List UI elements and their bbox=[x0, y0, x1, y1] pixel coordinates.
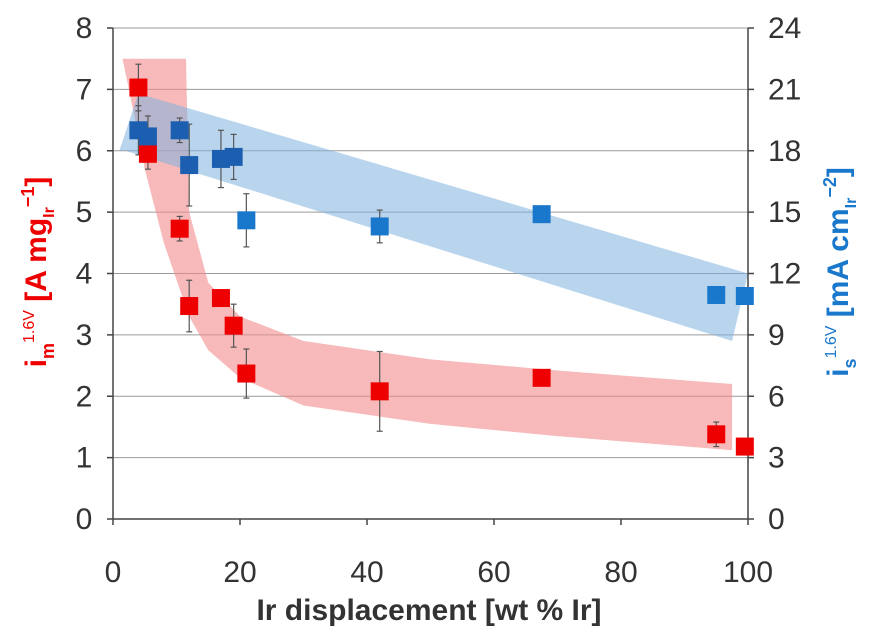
data-point-right bbox=[707, 285, 726, 304]
y-right-tick-label: 15 bbox=[768, 196, 801, 229]
y-right-sub: s bbox=[840, 359, 860, 369]
data-point-right bbox=[170, 121, 189, 140]
x-tick-label: 100 bbox=[723, 556, 773, 589]
data-point-right bbox=[180, 156, 199, 175]
x-axis-label: Ir displacement [wt % Ir] bbox=[256, 594, 601, 627]
data-point-left bbox=[707, 425, 726, 444]
y-left-tick-label: 7 bbox=[76, 73, 93, 106]
y-left-tick-label: 8 bbox=[76, 12, 93, 45]
data-point-left bbox=[735, 437, 754, 456]
y-right-tick-label: 21 bbox=[768, 73, 801, 106]
y-right-unit-sup: −2 bbox=[820, 177, 840, 198]
y-left-tick-label: 2 bbox=[76, 380, 93, 413]
y-right-unit-sub: Ir bbox=[843, 198, 860, 209]
y-left-tick-label: 1 bbox=[76, 442, 93, 475]
y-right-unit: [mA cm bbox=[822, 208, 855, 325]
y-right-unit-end: ] bbox=[822, 167, 855, 177]
data-point-left bbox=[138, 144, 157, 163]
y-right-tick-label: 3 bbox=[768, 442, 785, 475]
y-left-tick-label: 3 bbox=[76, 319, 93, 352]
y-left-tick-label: 5 bbox=[76, 196, 93, 229]
y-right-tick-label: 18 bbox=[768, 135, 801, 168]
data-point-right bbox=[138, 127, 157, 146]
trend-band-right bbox=[119, 93, 749, 341]
y-right-tick-label: 6 bbox=[768, 380, 785, 413]
x-tick-label: 60 bbox=[477, 556, 510, 589]
data-point-left bbox=[224, 316, 243, 335]
trend-bands bbox=[119, 58, 749, 451]
data-point-left bbox=[370, 382, 389, 401]
data-point-right bbox=[370, 217, 389, 236]
data-point-right bbox=[224, 147, 243, 166]
y-left-tick-label: 0 bbox=[76, 503, 93, 536]
y-right-main: i bbox=[822, 369, 855, 377]
x-tick-label: 40 bbox=[350, 556, 383, 589]
y-left-unit-sup: −1 bbox=[18, 187, 38, 208]
y-left-unit: [A mg bbox=[20, 218, 53, 310]
y-left-tick-label: 4 bbox=[76, 258, 93, 291]
y-right-tick-label: 24 bbox=[768, 12, 801, 45]
data-point-left bbox=[129, 78, 148, 97]
y-right-sup: 1.6V bbox=[823, 325, 840, 358]
y-right-tick-label: 0 bbox=[768, 503, 785, 536]
trend-band-left bbox=[122, 58, 733, 451]
y-left-sup: 1.6V bbox=[21, 310, 38, 343]
data-point-left bbox=[180, 297, 199, 316]
y-right-tick-label: 12 bbox=[768, 258, 801, 291]
x-tick-label: 80 bbox=[604, 556, 637, 589]
x-tick-label: 0 bbox=[105, 556, 122, 589]
data-points bbox=[129, 78, 754, 456]
y-left-unit-end: ] bbox=[20, 177, 53, 187]
y-left-tick-label: 6 bbox=[76, 135, 93, 168]
y-left-sub: m bbox=[38, 343, 58, 359]
y-left-unit-sub: Ir bbox=[41, 207, 58, 218]
y-axis-label-right: is1.6V [mA cmIr−2] bbox=[820, 167, 860, 377]
y-right-tick-label: 9 bbox=[768, 319, 785, 352]
data-point-left bbox=[532, 368, 551, 387]
data-point-right bbox=[532, 205, 551, 224]
data-point-left bbox=[211, 289, 230, 308]
x-tick-label: 20 bbox=[223, 556, 256, 589]
data-point-right bbox=[735, 287, 754, 306]
data-point-left bbox=[237, 364, 256, 383]
y-left-main: i bbox=[20, 359, 53, 367]
y-axis-label-left: im1.6V [A mgIr−1] bbox=[18, 177, 58, 368]
data-point-right bbox=[237, 211, 256, 230]
data-point-left bbox=[170, 219, 189, 238]
